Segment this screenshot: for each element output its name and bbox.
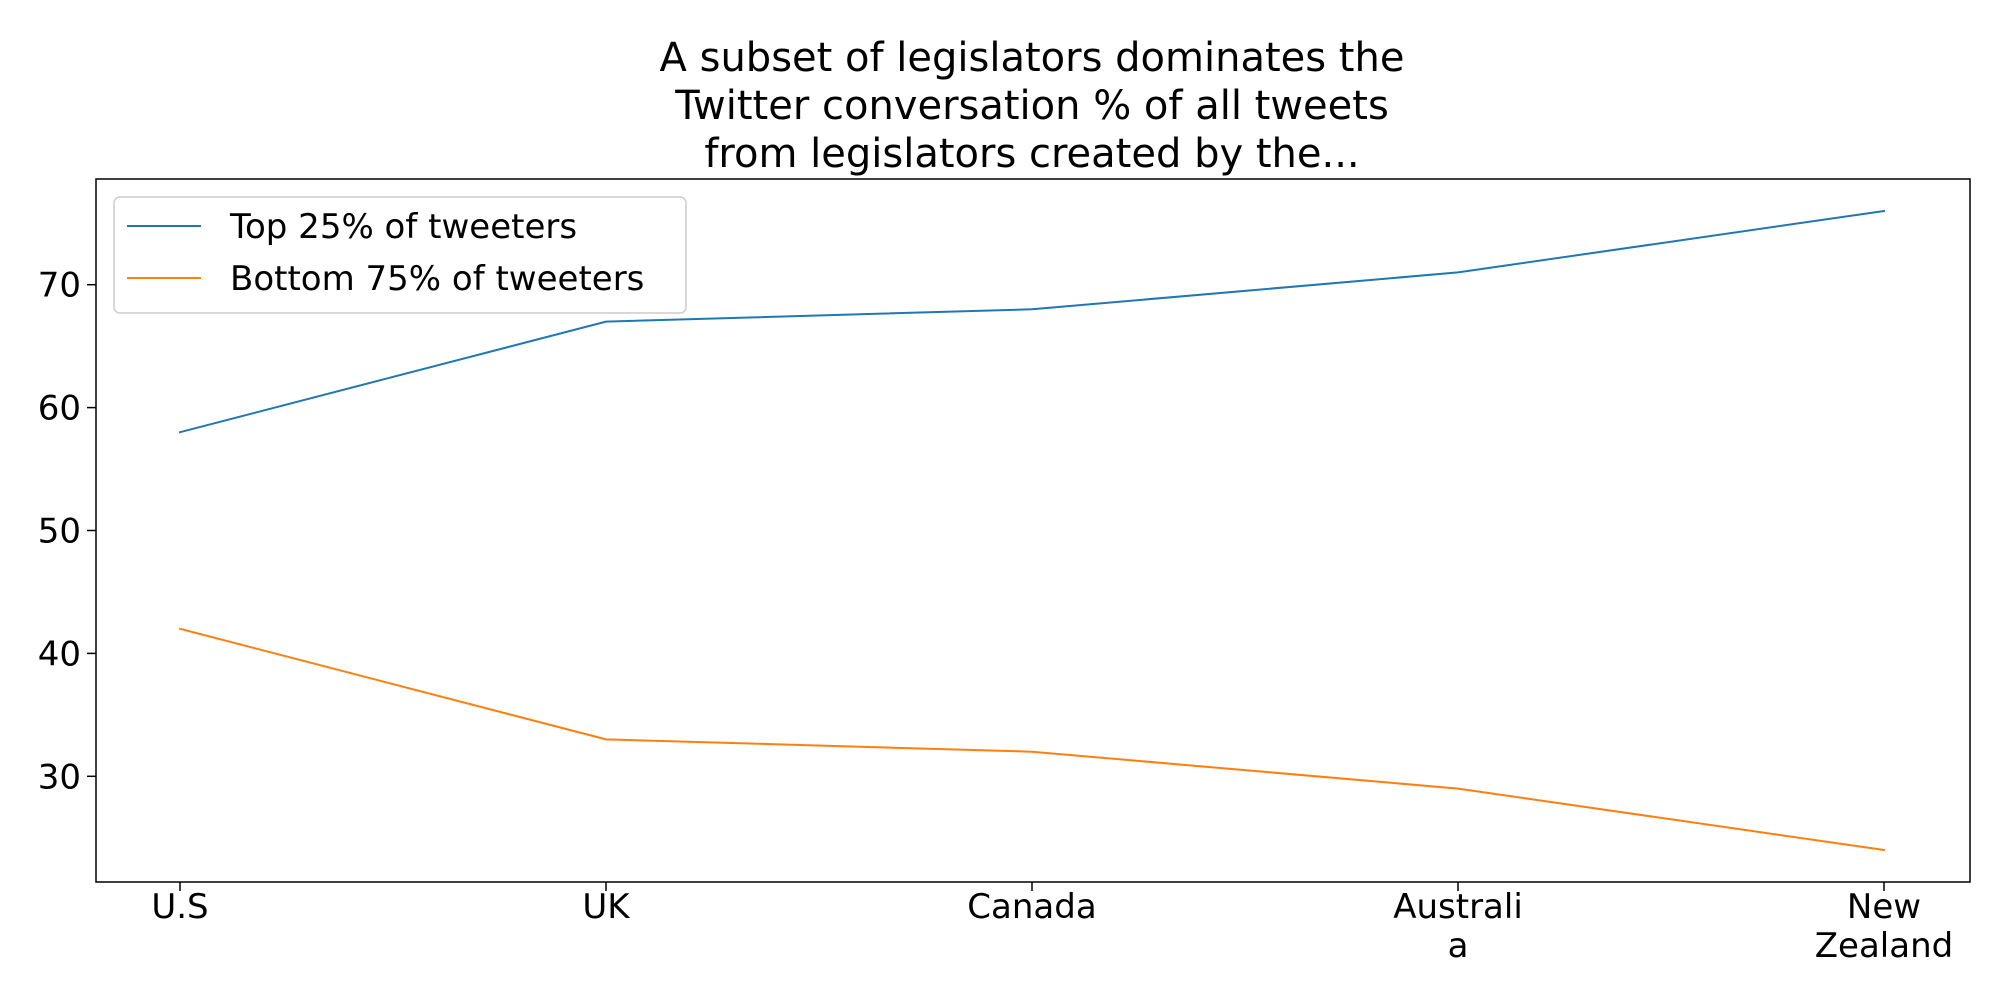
y-tick-label: 60 xyxy=(38,389,81,429)
x-tick-label: Canada xyxy=(967,887,1096,927)
series-line-bottom-75 xyxy=(178,627,1886,852)
chart-title-line: Twitter conversation % of all tweets xyxy=(674,83,1389,129)
chart-title-line: A subset of legislators dominates the xyxy=(660,35,1405,81)
x-tick-label: a xyxy=(1448,926,1469,966)
legend: Top 25% of tweeters Bottom 75% of tweeter… xyxy=(113,196,687,314)
series-lines xyxy=(178,209,1886,852)
legend-label: Top 25% of tweeters xyxy=(229,207,577,247)
legend-label: Bottom 75% of tweeters xyxy=(230,259,644,299)
y-axis: 30 40 50 60 70 xyxy=(38,266,96,797)
chart-title: A subset of legislators dominates theTwi… xyxy=(660,35,1405,177)
y-tick-label: 30 xyxy=(38,757,81,797)
x-tick-label: U.S xyxy=(151,887,208,927)
legend-box xyxy=(113,196,687,314)
x-tick-label: New xyxy=(1847,887,1921,927)
x-tick-label: UK xyxy=(582,887,631,927)
y-tick-label: 70 xyxy=(38,266,81,306)
y-tick-label: 40 xyxy=(38,634,81,674)
y-tick-label: 50 xyxy=(38,512,81,552)
x-tick-label: Zealand xyxy=(1815,926,1953,966)
x-tick-label: Australi xyxy=(1393,887,1523,927)
chart-title-line: from legislators created by the... xyxy=(704,131,1359,177)
